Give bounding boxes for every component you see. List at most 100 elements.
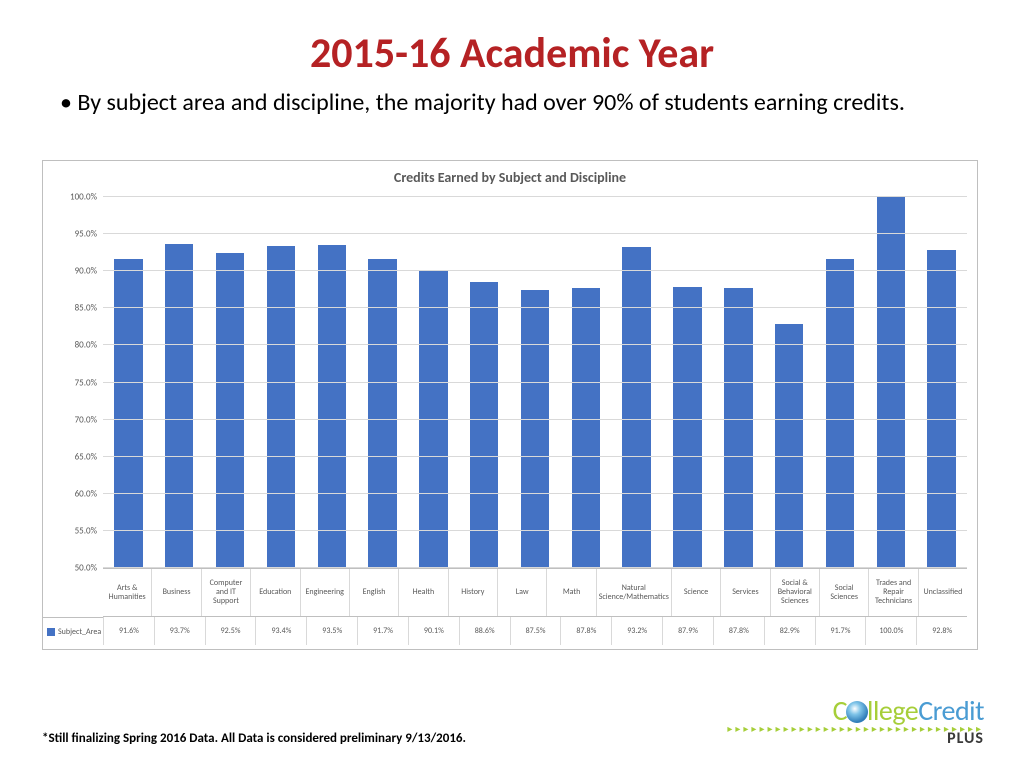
x-tick-label: Law xyxy=(497,569,546,616)
gridline: 80.0% xyxy=(103,344,967,345)
data-cell: 92.8% xyxy=(916,617,967,645)
x-tick-label: Science xyxy=(671,569,720,616)
bar-slot xyxy=(205,197,256,568)
x-tick-label: English xyxy=(349,569,398,616)
gridline: 90.0% xyxy=(103,270,967,271)
x-tick-label: Math xyxy=(546,569,595,616)
y-tick-label: 95.0% xyxy=(75,229,103,240)
bullet-text: By subject area and discipline, the majo… xyxy=(0,79,1024,118)
y-tick-label: 60.0% xyxy=(75,488,103,499)
bar-slot xyxy=(103,197,154,568)
bar xyxy=(521,290,549,568)
bar-slot xyxy=(510,197,561,568)
y-tick-label: 55.0% xyxy=(75,525,103,536)
data-table-row: Subject_Area 91.6%93.7%92.5%93.4%93.5%91… xyxy=(103,617,967,645)
x-tick-label: History xyxy=(448,569,497,616)
x-tick-label: Unclassified xyxy=(918,569,967,616)
legend-series: Subject_Area xyxy=(43,617,103,645)
y-tick-label: 75.0% xyxy=(75,377,103,388)
y-tick-label: 85.0% xyxy=(75,303,103,314)
bar xyxy=(877,197,905,568)
bar xyxy=(673,287,701,568)
data-cell: 91.7% xyxy=(357,617,408,645)
x-tick-label: Business xyxy=(151,569,200,616)
x-labels-row: Arts & HumanitiesBusinessComputer and IT… xyxy=(103,569,967,617)
gridline: 100.0% xyxy=(103,196,967,197)
footnote: *Still finalizing Spring 2016 Data. All … xyxy=(42,731,466,746)
x-tick-label: Services xyxy=(720,569,769,616)
bar-slot xyxy=(560,197,611,568)
x-tick-label: Natural Science/Mathematics xyxy=(596,569,671,616)
bar xyxy=(724,288,752,568)
data-cell: 91.6% xyxy=(103,617,154,645)
data-cell: 90.1% xyxy=(408,617,459,645)
data-cell: 88.6% xyxy=(459,617,510,645)
bar xyxy=(114,259,142,568)
bars-group xyxy=(103,197,967,568)
bar xyxy=(775,324,803,568)
x-tick-label: Computer and IT Support xyxy=(201,569,250,616)
bar-slot xyxy=(815,197,866,568)
gridline: 55.0% xyxy=(103,530,967,531)
y-tick-label: 80.0% xyxy=(75,340,103,351)
bar xyxy=(572,288,600,568)
bar-slot xyxy=(916,197,967,568)
data-cell: 91.7% xyxy=(815,617,866,645)
gridline: 50.0% xyxy=(103,567,967,568)
gridline: 60.0% xyxy=(103,493,967,494)
data-cell: 87.9% xyxy=(662,617,713,645)
data-cell: 82.9% xyxy=(764,617,815,645)
y-tick-label: 90.0% xyxy=(75,266,103,277)
bar-slot xyxy=(357,197,408,568)
gridline: 70.0% xyxy=(103,419,967,420)
data-cell: 100.0% xyxy=(865,617,916,645)
bar-slot xyxy=(611,197,662,568)
logo: CllegeCredit ▸▸▸▸▸▸▸▸▸▸▸▸▸▸▸▸▸▸▸▸▸▸▸▸▸▸▸… xyxy=(727,693,984,748)
y-tick-label: 65.0% xyxy=(75,451,103,462)
page-title: 2015-16 Academic Year xyxy=(0,0,1024,79)
gridline: 65.0% xyxy=(103,456,967,457)
bar xyxy=(165,244,193,568)
bar-slot xyxy=(459,197,510,568)
data-cell: 87.8% xyxy=(560,617,611,645)
plot-area: 50.0% 55.0% 60.0% 65.0% 70.0% 75.0% 80.0% 85.0%… xyxy=(103,197,967,569)
bar xyxy=(826,259,854,568)
data-cell: 93.2% xyxy=(611,617,662,645)
logo-arrows-icon: ▸▸▸▸▸▸▸▸▸▸▸▸▸▸▸▸▸▸▸▸▸▸▸▸▸▸▸▸▸▸▸▸ xyxy=(727,726,984,731)
globe-icon xyxy=(846,701,868,723)
x-tick-label: Engineering xyxy=(300,569,349,616)
x-tick-label: Health xyxy=(398,569,447,616)
chart-container: Credits Earned by Subject and Discipline… xyxy=(42,160,978,650)
gridline: 85.0% xyxy=(103,307,967,308)
bar-slot xyxy=(764,197,815,568)
x-axis: Arts & HumanitiesBusinessComputer and IT… xyxy=(103,569,967,649)
bar-slot xyxy=(865,197,916,568)
bar xyxy=(470,282,498,568)
bar xyxy=(267,246,295,568)
x-tick-label: Arts & Humanities xyxy=(103,569,151,616)
data-cell: 93.7% xyxy=(154,617,205,645)
data-cell: 87.5% xyxy=(510,617,561,645)
data-cell: 87.8% xyxy=(713,617,764,645)
bar-slot xyxy=(408,197,459,568)
y-tick-label: 50.0% xyxy=(75,563,103,574)
bar-slot xyxy=(255,197,306,568)
bar xyxy=(318,245,346,568)
bar-slot xyxy=(713,197,764,568)
y-tick-label: 70.0% xyxy=(75,414,103,425)
bar-slot xyxy=(306,197,357,568)
bar xyxy=(622,247,650,568)
chart-title: Credits Earned by Subject and Discipline xyxy=(43,161,977,190)
data-cell: 93.5% xyxy=(306,617,357,645)
gridline: 95.0% xyxy=(103,233,967,234)
bar xyxy=(216,253,244,568)
bar-slot xyxy=(154,197,205,568)
bar-slot xyxy=(662,197,713,568)
gridline: 75.0% xyxy=(103,382,967,383)
y-tick-label: 100.0% xyxy=(70,192,103,203)
x-tick-label: Trades and Repair Technicians xyxy=(868,569,917,616)
x-tick-label: Social & Behavioral Sciences xyxy=(770,569,819,616)
data-cell: 92.5% xyxy=(205,617,256,645)
series-name: Subject_Area xyxy=(58,627,101,637)
data-cell: 93.4% xyxy=(255,617,306,645)
